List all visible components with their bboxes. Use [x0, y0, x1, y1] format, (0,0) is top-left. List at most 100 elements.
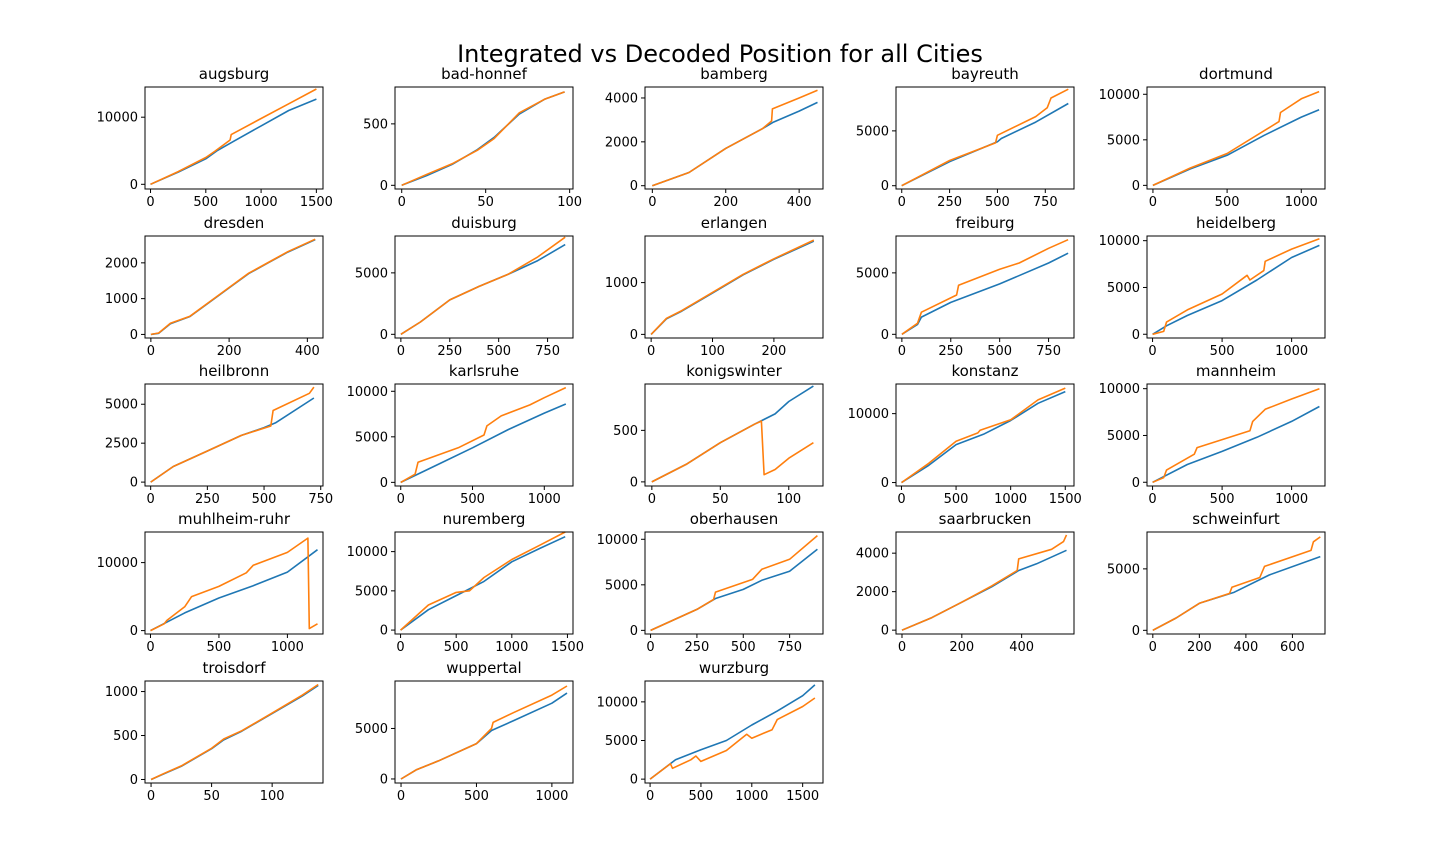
x-tick-label: 1000: [271, 640, 304, 655]
subplot-title: konigswinter: [686, 362, 782, 380]
y-tick-label: 2000: [856, 585, 889, 600]
subplot-title: muhlheim-ruhr: [178, 510, 291, 528]
subplot-title: bad-honnef: [441, 65, 528, 83]
x-tick-label: 0: [1149, 195, 1157, 210]
y-tick-label: 0: [1132, 328, 1140, 343]
x-tick-label: 100: [557, 195, 582, 210]
axes-frame: [895, 235, 1075, 339]
y-tick-label: 0: [881, 476, 889, 491]
y-tick-label: 0: [380, 624, 388, 639]
x-tick-label: 1000: [1285, 195, 1318, 210]
subplot-title: augsburg: [199, 65, 270, 83]
x-tick-label: 750: [535, 344, 560, 359]
subplot-nuremberg: nuremberg 0 500 1000 1500 0 5000 10000: [347, 510, 584, 655]
y-tick-label: 10000: [347, 545, 388, 560]
y-tick-label: 0: [130, 624, 138, 639]
x-tick-label: 200: [217, 344, 242, 359]
integrated-series-line: [400, 535, 566, 631]
axes-frame: [394, 531, 574, 635]
axes-frame: [644, 235, 824, 339]
axes-frame: [1146, 86, 1326, 190]
x-tick-label: 0: [646, 789, 654, 804]
decoded-series-line: [400, 386, 567, 484]
x-tick-label: 0: [897, 492, 905, 507]
axes-frame: [394, 86, 574, 190]
subplot-title: wuppertal: [446, 659, 521, 677]
integrated-series-line: [901, 102, 1069, 187]
x-tick-label: 1000: [1275, 344, 1308, 359]
y-tick-label: 0: [130, 476, 138, 491]
decoded-series-line: [650, 239, 815, 335]
x-tick-label: 400: [295, 344, 320, 359]
integrated-series-line: [400, 403, 567, 484]
x-tick-label: 1000: [535, 789, 568, 804]
x-tick-label: 500: [252, 492, 277, 507]
x-tick-label: 1500: [786, 789, 819, 804]
x-tick-label: 0: [646, 640, 654, 655]
x-tick-label: 500: [987, 344, 1012, 359]
y-tick-label: 10000: [597, 695, 638, 710]
figure-title: Integrated vs Decoded Position for all C…: [457, 40, 983, 68]
integrated-series-line: [901, 252, 1069, 335]
x-tick-label: 750: [1033, 195, 1058, 210]
y-tick-label: 2500: [105, 437, 138, 452]
x-tick-label: 50: [203, 789, 220, 804]
x-tick-label: 500: [1210, 492, 1235, 507]
x-tick-label: 200: [1187, 640, 1212, 655]
axes-frame: [895, 531, 1075, 635]
y-tick-label: 4000: [605, 91, 638, 106]
x-tick-label: 0: [898, 195, 906, 210]
y-tick-label: 0: [630, 475, 638, 490]
x-tick-label: 0: [396, 640, 404, 655]
x-tick-label: 50: [477, 195, 494, 210]
x-tick-label: 0: [647, 344, 655, 359]
subplot-konstanz: konstanz 0 500 1000 1500 0 10000: [848, 362, 1082, 507]
decoded-series-line: [1152, 238, 1320, 336]
x-tick-label: 50: [712, 492, 729, 507]
x-tick-label: 500: [193, 195, 218, 210]
x-tick-label: 1000: [994, 492, 1027, 507]
y-tick-label: 2000: [105, 256, 138, 271]
decoded-series-line: [652, 89, 818, 187]
subplot-title: duisburg: [451, 214, 516, 232]
axes-frame: [644, 86, 824, 190]
subplot-title: bamberg: [700, 65, 768, 83]
subplot-oberhausen: oberhausen 0 250 500 750 0 5000 10000: [597, 510, 824, 655]
axes-frame: [644, 383, 824, 487]
y-tick-label: 5000: [355, 266, 388, 281]
x-tick-label: 0: [397, 344, 405, 359]
subplot-title: schweinfurt: [1192, 510, 1280, 528]
subplot-title: dresden: [204, 214, 265, 232]
decoded-series-line: [150, 238, 316, 336]
y-tick-label: 10000: [1099, 234, 1140, 249]
y-tick-label: 0: [881, 328, 889, 343]
y-tick-label: 10000: [97, 111, 138, 126]
y-tick-label: 10000: [848, 407, 889, 422]
x-tick-label: 0: [898, 344, 906, 359]
x-tick-label: 600: [1280, 640, 1305, 655]
integrated-series-line: [150, 549, 318, 632]
integrated-series-line: [150, 98, 317, 186]
x-tick-label: 500: [985, 195, 1010, 210]
subplot-wuppertal: wuppertal 0 500 1000 0 5000: [355, 659, 574, 804]
axes-frame: [394, 235, 574, 339]
subplot-duisburg: duisburg 0 250 500 750 0 5000: [355, 214, 574, 359]
x-tick-label: 500: [689, 789, 714, 804]
x-tick-label: 1500: [551, 640, 584, 655]
x-tick-label: 500: [460, 492, 485, 507]
subplot-title: troisdorf: [202, 659, 266, 677]
x-tick-label: 500: [207, 640, 232, 655]
subplot-title: saarbrucken: [939, 510, 1032, 528]
x-tick-label: 0: [398, 195, 406, 210]
y-tick-label: 500: [613, 424, 638, 439]
x-tick-label: 1500: [300, 195, 333, 210]
decoded-series-line: [901, 88, 1069, 187]
integrated-series-line: [1152, 405, 1320, 484]
x-tick-label: 1000: [495, 640, 528, 655]
x-tick-label: 250: [437, 344, 462, 359]
